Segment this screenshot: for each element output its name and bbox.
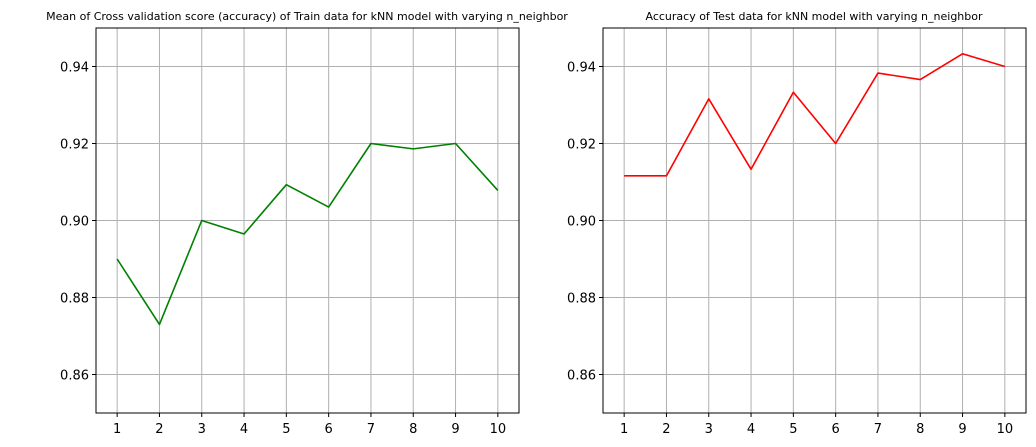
x-tick-label: 8 (916, 422, 924, 437)
x-tick-label: 3 (705, 422, 713, 437)
x-tick-label: 6 (832, 422, 840, 437)
x-tick-label: 5 (282, 422, 290, 437)
chart-title: Mean of Cross validation score (accuracy… (46, 10, 568, 23)
y-tick-label: 0.92 (60, 138, 89, 153)
x-tick-label: 2 (662, 422, 670, 437)
x-tick-label: 2 (155, 422, 163, 437)
x-tick-label: 1 (620, 422, 628, 437)
x-tick-label: 10 (997, 422, 1014, 437)
plot-area-frame (95, 27, 520, 414)
x-tick-label: 7 (367, 422, 375, 437)
x-tick-label: 9 (451, 422, 459, 437)
x-tick-label: 8 (409, 422, 417, 437)
y-tick-label: 0.92 (567, 138, 596, 153)
x-tick-label: 4 (747, 422, 755, 437)
train-cv-chart: Mean of Cross validation score (accuracy… (46, 10, 568, 437)
x-tick-label: 6 (325, 422, 333, 437)
y-tick-label: 0.86 (60, 369, 89, 384)
y-tick-label: 0.90 (567, 215, 596, 230)
y-tick-label: 0.94 (60, 61, 89, 76)
plot-area-frame (602, 27, 1027, 414)
y-tick-label: 0.90 (60, 215, 89, 230)
y-tick-label: 0.88 (60, 292, 89, 307)
series-line (116, 142, 499, 326)
x-tick-label: 7 (874, 422, 882, 437)
x-tick-label: 3 (198, 422, 206, 437)
series-line (624, 52, 1006, 177)
x-tick-label: 4 (240, 422, 248, 437)
y-tick-label: 0.94 (567, 61, 596, 76)
chart-title: Accuracy of Test data for kNN model with… (645, 10, 982, 23)
y-tick-label: 0.86 (567, 369, 596, 384)
x-tick-label: 1 (113, 422, 121, 437)
test-accuracy-chart: Accuracy of Test data for kNN model with… (567, 10, 1027, 437)
x-tick-label: 5 (789, 422, 797, 437)
y-tick-label: 0.88 (567, 292, 596, 307)
x-tick-label: 9 (958, 422, 966, 437)
x-tick-label: 10 (490, 422, 507, 437)
